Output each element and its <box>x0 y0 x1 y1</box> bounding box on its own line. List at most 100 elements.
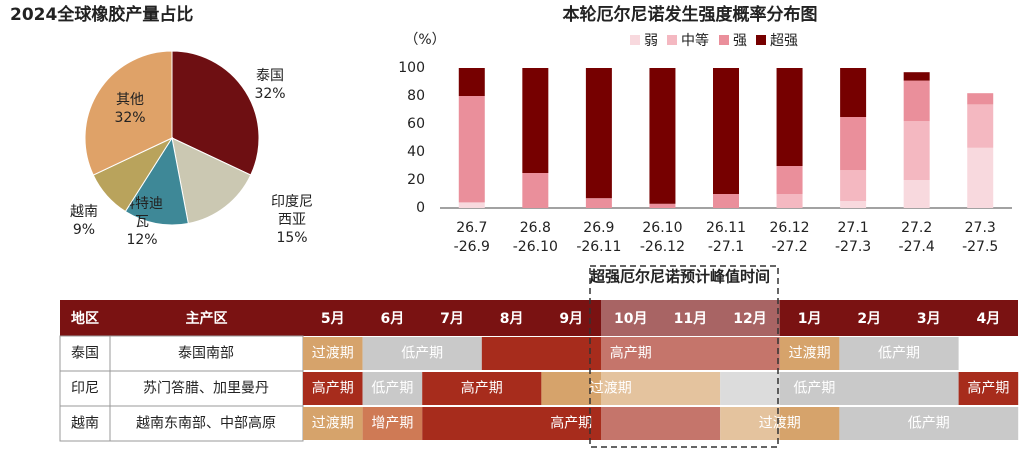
bar-segment <box>967 93 994 105</box>
period-cell <box>303 337 363 370</box>
period-cell <box>541 372 721 405</box>
period-label: 低产期 <box>878 346 920 362</box>
period-cell <box>779 337 840 370</box>
slice-label: 印度尼西亚 <box>271 194 313 228</box>
slice-label: 越南 <box>70 204 98 220</box>
slice-value: 12% <box>126 232 157 248</box>
period-label: 过渡期 <box>789 346 831 362</box>
x-tick-label: 26.8 -26.10 <box>513 220 558 255</box>
pie-slice <box>171 50 260 176</box>
slice-label: 泰国 <box>256 68 284 84</box>
row-bg <box>59 335 304 372</box>
period-cell <box>720 407 840 440</box>
period-label: 高产期 <box>312 380 354 397</box>
period-label: 高产期 <box>610 345 652 362</box>
pie-slice <box>171 137 252 225</box>
period-label: 过渡期 <box>312 346 354 362</box>
header-cell: 9月 <box>559 311 583 327</box>
region-cell: 泰国 <box>71 346 99 362</box>
header-cell: 2月 <box>857 311 881 327</box>
period-label: 过渡期 <box>590 381 632 397</box>
pie-title: 2024全球橡胶产量占比 <box>10 4 193 25</box>
pie-slice <box>124 136 189 226</box>
y-tick-label: 0 <box>416 200 425 216</box>
x-tick-label: 26.11 -27.1 <box>706 220 746 255</box>
bar-segment <box>840 201 867 208</box>
bar-segment <box>522 173 549 208</box>
peak-box <box>589 265 779 448</box>
bar-segment <box>840 170 867 201</box>
period-label: 低产期 <box>908 416 950 432</box>
legend-label: 中等 <box>681 32 709 49</box>
area-cell: 泰国南部 <box>178 346 234 362</box>
header-cell: 8月 <box>500 311 524 327</box>
x-tick-label: 27.3 -27.5 <box>962 220 998 255</box>
header-bg <box>60 300 1018 336</box>
table-title: 超强厄尔尼诺预计峰值时间 <box>589 268 770 286</box>
y-tick-label: 40 <box>407 144 425 160</box>
header-cell: 6月 <box>381 311 405 327</box>
pie-slice <box>84 50 173 176</box>
header-cell: 地区 <box>71 310 99 327</box>
legend-label: 弱 <box>644 33 658 49</box>
period-label: 高产期 <box>967 380 1009 397</box>
period-cell <box>720 372 959 405</box>
x-tick-label: 26.12 -27.2 <box>770 220 810 255</box>
period-label: 低产期 <box>401 346 443 362</box>
period-cell <box>839 337 959 370</box>
area-cell: 越南东南部、中部高原 <box>136 415 276 432</box>
region-cell: 印尼 <box>71 381 99 397</box>
legend-swatch <box>756 35 766 45</box>
bar-segment <box>649 203 676 208</box>
area-cell: 苏门答腊、加里曼丹 <box>143 380 269 397</box>
header-cell: 10月 <box>614 311 647 327</box>
bar-segment <box>713 68 739 194</box>
bar-segment <box>903 180 930 208</box>
y-tick-label: 100 <box>398 60 425 76</box>
bar-segment <box>458 202 485 208</box>
period-label: 高产期 <box>461 380 503 397</box>
x-tick-label: 27.2 -27.4 <box>899 220 935 255</box>
slice-value: 32% <box>114 110 145 126</box>
period-label: 增产期 <box>371 416 413 432</box>
legend-swatch <box>719 35 729 45</box>
slice-value: 15% <box>276 230 307 246</box>
header-cell: 11月 <box>674 311 707 327</box>
period-label: 高产期 <box>550 415 592 432</box>
bar-segment <box>522 68 549 173</box>
period-cell <box>303 407 363 440</box>
period-label: 低产期 <box>793 381 835 397</box>
y-unit: （%） <box>404 32 445 48</box>
bar-segment <box>458 68 485 96</box>
region-cell: 越南 <box>71 416 99 432</box>
peak-highlight <box>601 300 780 441</box>
legend-label: 强 <box>733 33 747 49</box>
period-cell <box>362 337 482 370</box>
header-cell: 7月 <box>440 311 464 327</box>
bar-segment <box>585 198 612 208</box>
header-cell: 3月 <box>917 311 941 327</box>
bar-segment <box>967 147 994 208</box>
x-tick-label: 27.1 -27.3 <box>835 220 871 255</box>
period-cell <box>362 372 423 405</box>
period-cell <box>362 407 423 440</box>
period-cell <box>958 372 1019 405</box>
bar-segment <box>903 72 930 81</box>
bar-title: 本轮厄尔尼诺发生强度概率分布图 <box>563 4 818 25</box>
bar-segment <box>713 194 739 208</box>
bar-segment <box>458 96 485 203</box>
period-cell <box>481 337 780 370</box>
period-cell <box>839 407 1019 440</box>
header-cell: 5月 <box>321 311 345 327</box>
bar-segment <box>585 68 612 199</box>
y-tick-label: 60 <box>407 116 425 132</box>
period-cell <box>303 372 363 405</box>
period-label: 过渡期 <box>759 416 801 432</box>
bar-segment <box>776 166 803 194</box>
slice-label: 其他 <box>116 92 144 108</box>
y-tick-label: 80 <box>407 88 425 104</box>
header-cell: 1月 <box>798 311 822 327</box>
